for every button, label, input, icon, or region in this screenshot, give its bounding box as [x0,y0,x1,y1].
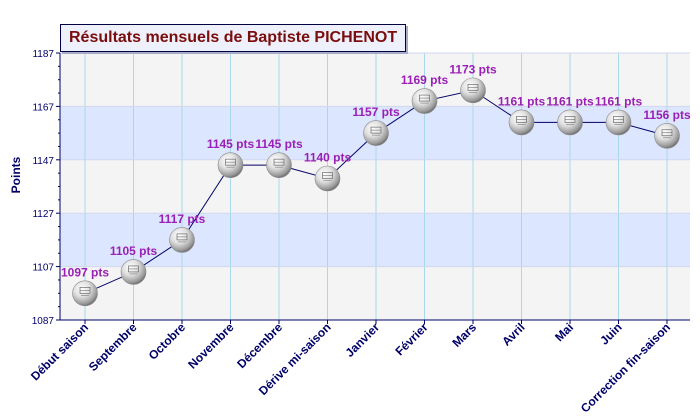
y-axis-label: Points [9,156,23,193]
data-label: 1105 pts [110,244,158,258]
data-label: 1161 pts [498,94,546,108]
data-label: 1140 pts [304,150,352,164]
x-tick-label: Octobre [146,320,189,363]
data-point-marker [363,120,389,146]
data-label: 1117 pts [159,212,206,226]
y-tick-label: 1107 [32,263,54,274]
chart-title: Résultats mensuels de Baptiste PICHENOT [60,24,407,52]
data-point-marker [411,88,438,114]
data-point-marker [314,165,341,192]
x-tick-label: Décembre [234,320,285,371]
data-label: 1161 pts [595,94,643,108]
y-tick-label: 1187 [32,49,54,60]
data-point-marker [120,259,147,285]
data-label: 1173 pts [449,62,497,76]
x-tick-label: Février [392,320,430,358]
x-tick-label: Mars [449,320,479,350]
data-label: 1157 pts [352,105,400,119]
data-point-marker [605,109,632,136]
plot-band [60,159,690,214]
data-label: 1161 pts [546,94,594,108]
data-label: 1097 pts [61,265,109,279]
x-tick-label: Janvier [343,320,383,360]
series-markers [72,77,680,307]
data-label: 1145 pts [207,137,255,151]
plot-bands [60,53,690,320]
data-label: 1169 pts [401,73,449,87]
plot-band [60,266,690,320]
data-label: 1145 pts [255,137,303,151]
axes [56,52,690,324]
data-point-marker [169,227,195,253]
data-point-marker [217,152,244,178]
x-tick-label: Correction fin-saison [578,320,673,415]
x-tick-label: Juin [597,320,624,347]
data-point-marker [460,77,486,104]
y-tick-label: 1147 [32,156,54,167]
x-tick-label: Mai [552,320,576,344]
data-point-marker [654,122,680,149]
y-tick-label: 1127 [32,209,54,220]
x-tick-label: Septembre [86,320,140,374]
plot-band [60,53,690,107]
y-tick-labels: 1087 1107 1127 1147 1167 1187 [32,49,55,327]
data-point-marker [72,280,98,307]
x-tick-label: Avril [499,320,527,348]
x-tick-label: Début saison [28,320,91,383]
data-point-marker [557,109,583,136]
y-tick-label: 1167 [32,102,54,113]
y-tick-label: 1087 [32,316,55,327]
plot-band [60,213,690,267]
data-point-marker [266,152,292,178]
x-tick-label: Novembre [185,320,237,372]
data-label: 1156 pts [643,108,691,122]
data-point-marker [508,109,535,136]
